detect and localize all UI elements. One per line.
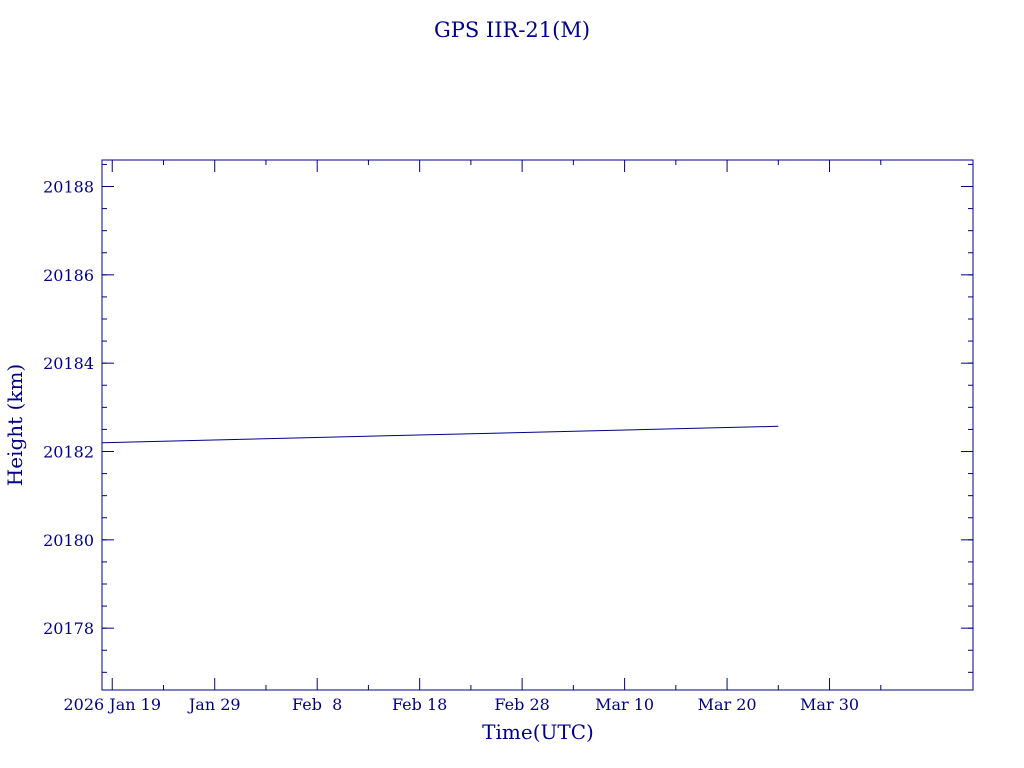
- x-tick-label: Mar 10: [595, 695, 654, 714]
- x-tick-label: Feb 8: [292, 695, 342, 714]
- x-axis-ticks: [111, 160, 882, 690]
- series-group: [101, 425, 779, 444]
- series-line: [101, 425, 779, 444]
- x-tick-label: Mar 20: [698, 695, 757, 714]
- y-axis-tick-labels: 20178 20180 20182 20184 20186 20188: [43, 178, 94, 639]
- x-tick-label: 2026 Jan 19: [63, 695, 161, 714]
- y-tick-label: 20186: [43, 266, 94, 285]
- x-tick-label: Feb 18: [392, 695, 447, 714]
- y-axis-ticks: [102, 163, 973, 673]
- x-tick-label: Mar 30: [800, 695, 859, 714]
- x-axis-tick-labels: 2026 Jan 19 Jan 29 Feb 8 Feb 18 Feb 28 Mar 10…: [63, 695, 859, 714]
- plot-frame: [101, 159, 974, 691]
- y-tick-label: 20180: [43, 531, 94, 550]
- chart-title: GPS IIR-21(M): [434, 18, 590, 42]
- y-tick-label: 20178: [43, 619, 94, 638]
- y-tick-label: 20184: [43, 354, 94, 373]
- x-tick-label: Feb 28: [494, 695, 549, 714]
- y-tick-label: 20182: [43, 443, 94, 462]
- y-tick-label: 20188: [43, 178, 94, 197]
- x-axis-label: Time(UTC): [482, 720, 594, 744]
- x-tick-label: Jan 29: [187, 695, 241, 714]
- y-axis-label: Height (km): [3, 364, 27, 486]
